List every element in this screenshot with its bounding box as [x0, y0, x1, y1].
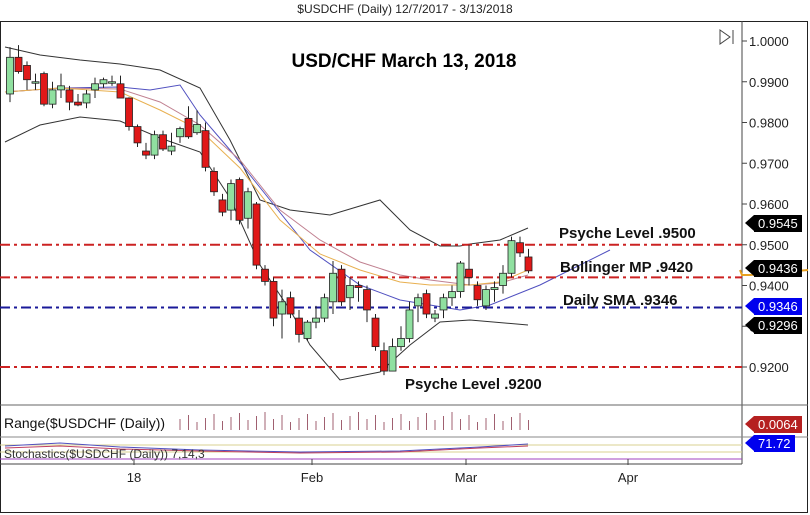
candle [57, 85, 65, 91]
bollinger-mid [4, 84, 611, 311]
candle [448, 291, 456, 299]
candle [31, 81, 40, 84]
y-tick-label: 0.9600 [749, 197, 789, 212]
candle [142, 150, 150, 156]
level-label: Psyche Level .9200 [405, 376, 542, 393]
candle [482, 289, 490, 307]
y-tick-label: 0.9200 [749, 360, 789, 375]
candle [133, 126, 142, 144]
candle [269, 281, 278, 319]
range-value-tag: 0.0064 [745, 416, 802, 433]
candle [490, 287, 499, 290]
candle [125, 97, 133, 127]
candle [116, 83, 125, 99]
x-tick-label: Apr [618, 470, 639, 485]
level-label: Psyche Level .9500 [559, 225, 696, 242]
candle [439, 297, 448, 311]
candle [201, 130, 210, 168]
candle [329, 272, 337, 303]
y-tick-label: 0.9700 [749, 156, 789, 171]
candle [507, 240, 516, 274]
candle [193, 124, 201, 134]
candle [346, 285, 354, 299]
chart-header-title: $USDCHF (Daily) 12/7/2017 - 3/13/2018 [297, 2, 513, 16]
candle [91, 83, 99, 91]
candle [524, 256, 533, 272]
candle [320, 297, 329, 319]
candle [354, 285, 363, 288]
candle [261, 268, 269, 282]
candle [286, 297, 295, 315]
candle [210, 170, 218, 193]
candle [312, 317, 320, 323]
candle [388, 346, 397, 372]
price-tag-lower-band: 0.9296 [745, 317, 802, 334]
candle [371, 317, 380, 348]
candle [23, 65, 31, 81]
candle [65, 89, 74, 103]
candle [150, 134, 159, 156]
price-tag-sma: 0.9346 [745, 298, 802, 315]
price-tag-last: 0.9436 [745, 260, 802, 277]
candle [48, 89, 57, 105]
candle [167, 145, 176, 152]
candle [74, 101, 82, 106]
chart-frame [0, 21, 808, 513]
candle [499, 272, 507, 286]
candle [295, 317, 303, 335]
stoch-value-tag: 71.72 [745, 435, 795, 452]
candle [99, 79, 108, 85]
candle [244, 191, 252, 219]
candle [6, 56, 14, 95]
level-label: Daily SMA .9346 [563, 292, 678, 309]
candle [14, 56, 23, 72]
x-tick-label: 18 [127, 470, 141, 485]
y-tick-label: 0.9500 [749, 238, 789, 253]
candle [218, 199, 227, 213]
candle [159, 134, 167, 150]
candle [380, 350, 388, 372]
candle [176, 128, 184, 138]
bollinger-upper [4, 46, 529, 247]
range-indicator-label: Range($USDCHF (Daily)) [4, 415, 165, 431]
candle [405, 309, 414, 339]
x-tick-label: Feb [301, 470, 323, 485]
candle [227, 183, 235, 211]
candle [40, 73, 48, 105]
candle [278, 301, 286, 315]
candle [422, 293, 431, 315]
candle [456, 262, 465, 293]
y-tick-label: 0.9400 [749, 279, 789, 294]
candle [473, 285, 482, 301]
level-label: Bollinger MP .9420 [560, 259, 693, 276]
candle [252, 203, 261, 266]
candle [465, 268, 473, 278]
candle [397, 338, 405, 348]
candle [108, 81, 116, 84]
y-tick-label: 0.9900 [749, 75, 789, 90]
candle [363, 289, 371, 311]
y-tick-label: 0.9800 [749, 116, 789, 131]
price-tag-high: 0.9545 [745, 215, 802, 232]
candle [303, 321, 312, 339]
candle [235, 179, 244, 221]
y-tick-label: 1.0000 [749, 34, 789, 49]
scroll-end-icon[interactable] [719, 29, 731, 45]
candle [516, 242, 524, 254]
candle [337, 268, 346, 303]
candle [184, 118, 193, 138]
chart-title: USD/CHF March 13, 2018 [292, 51, 517, 72]
bollinger-lower [4, 116, 529, 381]
candle [431, 313, 439, 319]
x-tick-label: Mar [455, 470, 478, 485]
candle [414, 297, 422, 307]
candle [82, 93, 91, 104]
stoch-indicator-label: Stochastics($USDCHF (Daily)) 7,14,3 [4, 447, 205, 461]
